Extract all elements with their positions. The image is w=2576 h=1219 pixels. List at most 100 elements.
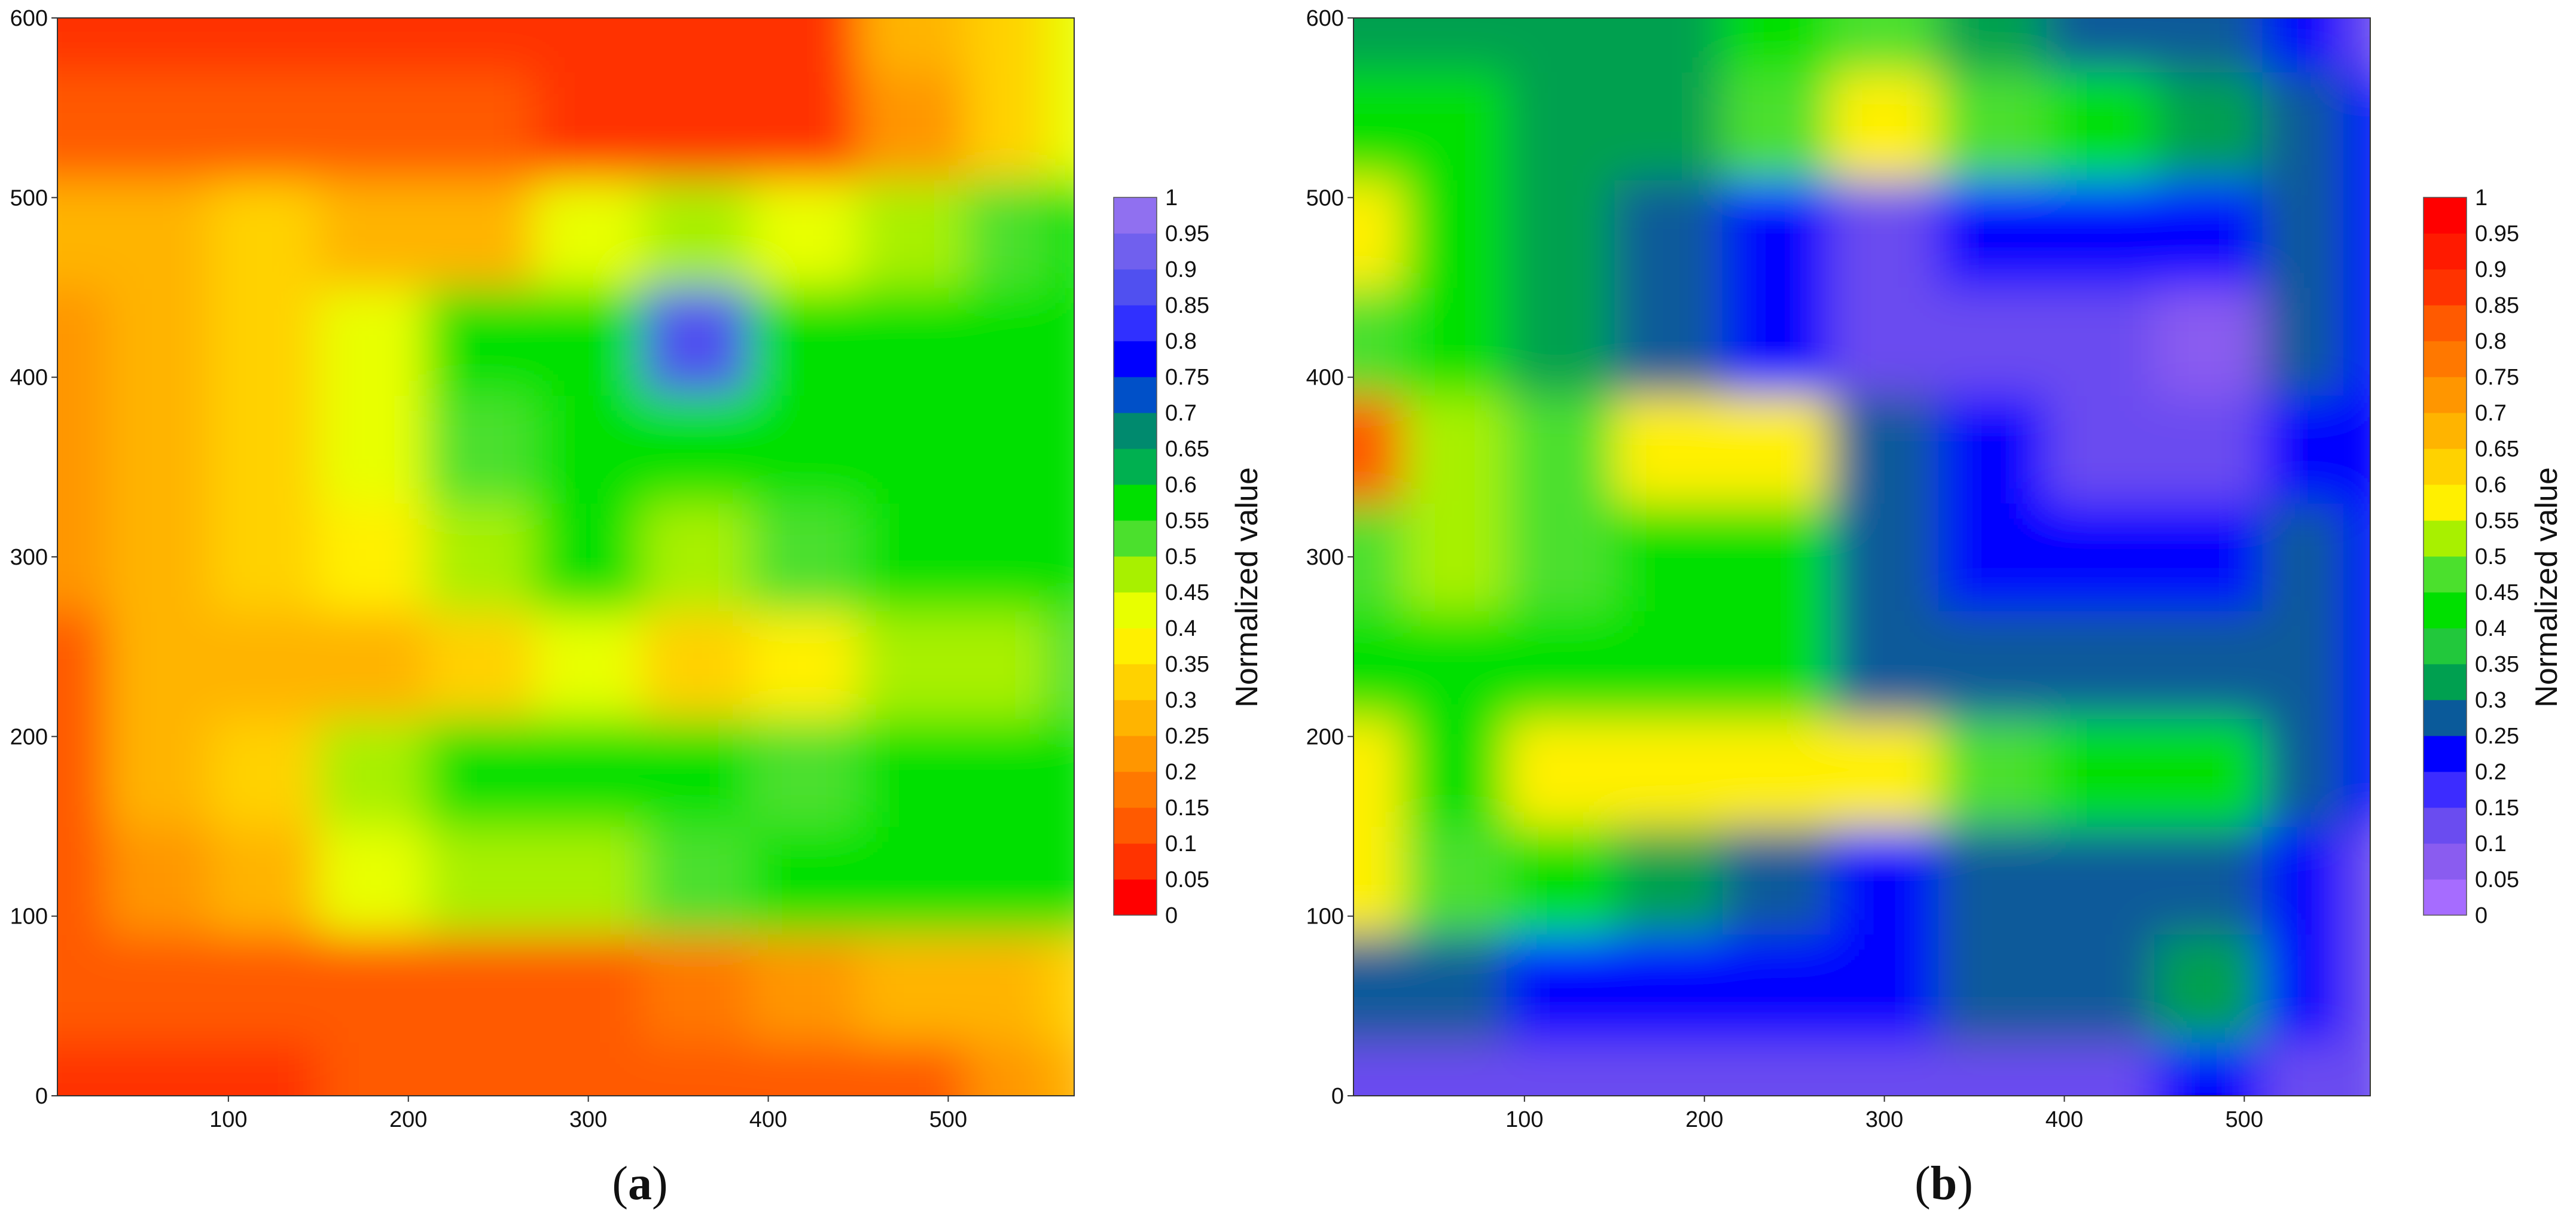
heatmap-cell	[2343, 1041, 2370, 1096]
heatmap-cell	[318, 502, 427, 612]
colorbar-swatch	[2423, 772, 2467, 808]
panel-a: 0 100 200 300 400 500 600 100 200 300 400 500 0 0.0…	[10, 6, 1264, 1210]
heatmap-cell	[2343, 718, 2370, 827]
heatmap-cell	[1938, 826, 2047, 935]
colorbar-swatch	[2423, 484, 2467, 521]
heatmap-cell	[318, 18, 427, 73]
heatmap-a	[57, 18, 1074, 1096]
x-tick-label: 500	[929, 1107, 967, 1132]
colorbar-swatch	[2423, 700, 2467, 736]
heatmap-cell	[426, 826, 535, 935]
heatmap-cell	[534, 1041, 643, 1096]
heatmap-cell	[2343, 72, 2370, 181]
heatmap-cell	[1047, 502, 1074, 612]
heatmap-cell	[1614, 826, 1723, 935]
panel-b: 0 100 200 300 400 500 600 100 200 300 400 500 0 0.0…	[1306, 6, 2564, 1210]
colorbar-tick-label: 0	[2475, 903, 2487, 928]
colorbar-swatch	[1114, 197, 1157, 234]
heatmap-cell	[1353, 611, 1404, 720]
colorbar-swatch	[1114, 449, 1157, 485]
heatmap-cell	[534, 718, 643, 827]
heatmap-cell	[2262, 72, 2344, 181]
colorbar-swatch	[2423, 233, 2467, 270]
heatmap-cell	[1938, 395, 2047, 504]
heatmap-cell	[534, 18, 643, 73]
y-tick-label: 100	[10, 904, 48, 930]
heatmap-cell	[1722, 287, 1831, 396]
heatmap-cell	[534, 611, 643, 720]
colorbar-tick-label: 0.75	[2475, 365, 2519, 390]
heatmap-cell	[642, 287, 751, 396]
heatmap-b	[1353, 18, 2370, 1096]
heatmap-cell	[318, 934, 427, 1043]
colorbar-tick-label: 0.3	[2475, 688, 2507, 713]
x-tick-label: 200	[1685, 1107, 1723, 1132]
heatmap-cell	[750, 826, 859, 935]
y-tick-label: 600	[1306, 6, 1344, 31]
heatmap-cell	[57, 18, 108, 73]
heatmap-cell	[2262, 179, 2344, 288]
y-tick-labels-a: 0 100 200 300 400 500 600	[10, 6, 57, 1109]
heatmap-cell	[1938, 18, 2047, 73]
colorbar-tick-label: 0.05	[1165, 867, 1209, 892]
heatmap-cell	[2046, 18, 2155, 73]
heatmap-cell	[106, 718, 211, 827]
y-tick-label: 400	[1306, 365, 1344, 391]
heatmap-cell	[2343, 287, 2370, 396]
heatmap-cell	[1403, 826, 1507, 935]
heatmap-cell	[106, 287, 211, 396]
heatmap-cell	[1506, 72, 1615, 181]
x-tick-labels-a: 100 200 300 400 500	[209, 1096, 967, 1132]
heatmap-cell	[1047, 395, 1074, 504]
heatmap-cell	[2262, 611, 2344, 720]
colorbar-tick-label: 1	[2475, 185, 2487, 211]
heatmap-cell	[426, 718, 535, 827]
heatmap-cell	[1047, 1041, 1074, 1096]
heatmap-cell	[106, 18, 211, 73]
heatmap-cell	[2154, 611, 2263, 720]
colorbar-swatch	[2423, 449, 2467, 485]
colorbar-tick-label: 0.35	[2475, 652, 2519, 677]
heatmap-cell	[1403, 611, 1507, 720]
heatmap-cell	[2046, 934, 2155, 1043]
colorbar-swatch	[1114, 556, 1157, 593]
colorbar-tick-label: 0.05	[2475, 867, 2519, 892]
colorbar-tick-label: 0.65	[2475, 437, 2519, 462]
heatmap-cell	[642, 72, 751, 181]
heatmap-cell	[2154, 179, 2263, 288]
heatmap-cell	[2343, 502, 2370, 612]
heatmap-cell	[1353, 934, 1404, 1043]
colorbar-tick-label: 0.3	[1165, 688, 1197, 713]
colorbar-label-b: Normalized value	[2529, 467, 2564, 708]
heatmap-cell	[1506, 395, 1615, 504]
heatmap-cell	[2154, 718, 2263, 827]
colorbar-a: 0 0.05 0.1 0.15 0.2 0.25 0.3 0.35 0.4 0.45 0.5 0.55…	[1113, 185, 1209, 928]
colorbar-swatch	[1114, 269, 1157, 306]
heatmap-cell	[1722, 826, 1831, 935]
x-tick-label: 300	[569, 1107, 607, 1132]
heatmap-cell	[2046, 179, 2155, 288]
heatmap-cell	[858, 179, 967, 288]
heatmap-cell	[1353, 1041, 1404, 1096]
heatmap-cell	[966, 287, 1048, 396]
heatmap-cell	[858, 826, 967, 935]
heatmap-cell	[1938, 287, 2047, 396]
heatmap-cell	[106, 611, 211, 720]
y-tick-label: 500	[1306, 185, 1344, 211]
heatmap-cell	[750, 179, 859, 288]
heatmap-cell	[57, 179, 108, 288]
colorbar-swatch	[1114, 413, 1157, 449]
y-tick-label: 600	[10, 6, 48, 31]
colorbar-swatch	[1114, 520, 1157, 557]
heatmap-cell	[1722, 718, 1831, 827]
heatmap-cell	[1614, 18, 1723, 73]
heatmap-cell	[1722, 934, 1831, 1043]
heatmap-cell	[1722, 18, 1831, 73]
colorbar-swatch	[2423, 269, 2467, 306]
heatmap-cell	[2343, 611, 2370, 720]
heatmap-cell	[1938, 1041, 2047, 1096]
colorbar-tick-label: 0.85	[1165, 293, 1209, 318]
colorbar-tick-label: 0.55	[2475, 508, 2519, 534]
y-tick-label: 0	[35, 1084, 48, 1109]
